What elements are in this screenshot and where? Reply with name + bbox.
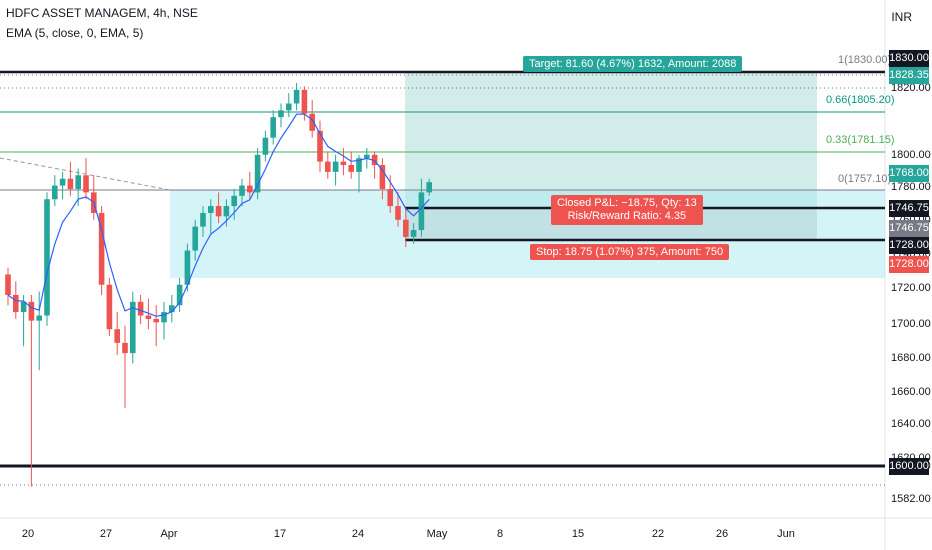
- indicator-legend[interactable]: EMA (5, close, 0, EMA, 5): [6, 26, 144, 40]
- candle-body: [106, 284, 113, 330]
- candle-body: [325, 161, 331, 172]
- price-tag-1828: 1828.35: [889, 67, 929, 84]
- candle-body: [52, 185, 58, 200]
- candle-body: [410, 230, 417, 237]
- price-tag-1746-a: 1746.75: [889, 200, 929, 217]
- candle-body: [20, 301, 27, 313]
- candle-body: [239, 185, 245, 196]
- price-tick-label: 1582.00: [891, 493, 931, 505]
- candle-body: [184, 250, 191, 285]
- price-tag-1728-b: 1728.00: [889, 256, 929, 273]
- candle-body: [13, 295, 19, 313]
- candle-body: [5, 274, 11, 295]
- candle-body: [317, 130, 323, 162]
- candle-body: [192, 226, 198, 251]
- candle-body: [293, 89, 300, 104]
- candle-body: [28, 301, 35, 321]
- time-tick-label: 22: [651, 528, 665, 540]
- candle-body: [145, 315, 152, 319]
- candle-body: [371, 154, 378, 166]
- candle-body: [153, 318, 159, 323]
- target-zone: [405, 72, 817, 208]
- candle-body: [340, 161, 347, 166]
- candle-body: [379, 165, 386, 189]
- candle-body: [254, 154, 261, 193]
- price-tick-label: 1640.00: [891, 418, 931, 430]
- fib-level-1: 1(1830.00): [838, 54, 892, 66]
- price-tick-label: 1780.00: [891, 181, 931, 193]
- price-tag-1600: 1600.00: [889, 458, 929, 475]
- candle-body: [75, 175, 81, 189]
- price-tick-label: 1720.00: [891, 282, 931, 294]
- time-tick-label: 17: [273, 528, 287, 540]
- candle-body: [200, 212, 206, 227]
- candle-body: [278, 110, 284, 118]
- candle-body: [161, 312, 167, 323]
- time-tick-label: 24: [351, 528, 365, 540]
- fib-level-0: 0(1757.10): [838, 173, 892, 185]
- time-tick-label: Jun: [777, 528, 795, 540]
- time-tick-label: May: [426, 528, 448, 540]
- candle-body: [59, 178, 66, 186]
- candle-body: [270, 117, 276, 138]
- candle-body: [137, 301, 144, 316]
- price-tag-1728-a: 1728.00: [889, 237, 929, 254]
- candle-body: [286, 103, 292, 111]
- candle-body: [67, 178, 74, 189]
- symbol-title[interactable]: HDFC ASSET MANAGEM, 4h, NSE: [6, 6, 198, 20]
- candle-body: [348, 165, 354, 172]
- candle-body: [231, 195, 237, 207]
- price-tick-label: 1680.00: [891, 352, 931, 364]
- candle-body: [356, 158, 362, 172]
- time-tick-label: 8: [496, 528, 504, 540]
- candle-body: [36, 315, 42, 321]
- candle-body: [44, 199, 50, 316]
- fib-level-033: 0.33(1781.15): [826, 134, 895, 146]
- risk-reward-label: Risk/Reward Ratio: 4.35: [567, 210, 687, 222]
- time-tick-label: Apr: [160, 528, 178, 540]
- candle-body: [426, 182, 432, 193]
- candle-body: [98, 212, 105, 285]
- price-tick-label: 1820.00: [891, 82, 931, 94]
- price-tick-label: 1660.00: [891, 386, 931, 398]
- candle-body: [208, 206, 214, 213]
- time-tick-label: 15: [571, 528, 585, 540]
- candle-body: [215, 206, 222, 217]
- candle-body: [83, 175, 89, 193]
- candle-body: [130, 301, 136, 354]
- candle-body: [223, 206, 230, 217]
- target-label: Target: 81.60 (4.67%) 1632, Amount: 2088: [523, 56, 743, 72]
- fib-level-066: 0.66(1805.20): [826, 94, 895, 106]
- price-tag-1830: 1830.00: [889, 50, 929, 67]
- closed-pnl-box: Closed P&L: −18.75, Qty: 13 Risk/Reward …: [551, 195, 703, 225]
- price-tag-1768: 1768.00: [889, 165, 929, 182]
- range-zone: [170, 190, 885, 278]
- stop-label: Stop: 18.75 (1.07%) 375, Amount: 750: [530, 244, 730, 260]
- price-tick-label: 1800.00: [891, 149, 931, 161]
- ema-line: [7, 113, 430, 317]
- candle-body: [364, 154, 370, 159]
- price-tick-label: 1700.00: [891, 318, 931, 330]
- candle-body: [262, 137, 269, 155]
- candle-body: [418, 192, 425, 231]
- candle-body: [122, 342, 128, 354]
- candle-body: [387, 188, 393, 207]
- candle-body: [332, 161, 339, 172]
- trend-line: [0, 157, 171, 191]
- time-tick-label: 26: [715, 528, 729, 540]
- candle-body: [403, 219, 409, 237]
- candle-body: [176, 284, 183, 306]
- currency-label: INR: [891, 10, 912, 24]
- closed-pnl-label: Closed P&L: −18.75, Qty: 13: [557, 197, 697, 209]
- candle-body: [169, 305, 175, 313]
- candle-body: [309, 113, 315, 131]
- candle-body: [301, 89, 308, 114]
- time-tick-label: 27: [99, 528, 113, 540]
- price-tag-1746-b: 1746.75: [889, 220, 929, 237]
- candle-body: [114, 329, 120, 343]
- candle-body: [395, 206, 401, 220]
- time-tick-label: 20: [21, 528, 35, 540]
- candle-body: [247, 185, 253, 193]
